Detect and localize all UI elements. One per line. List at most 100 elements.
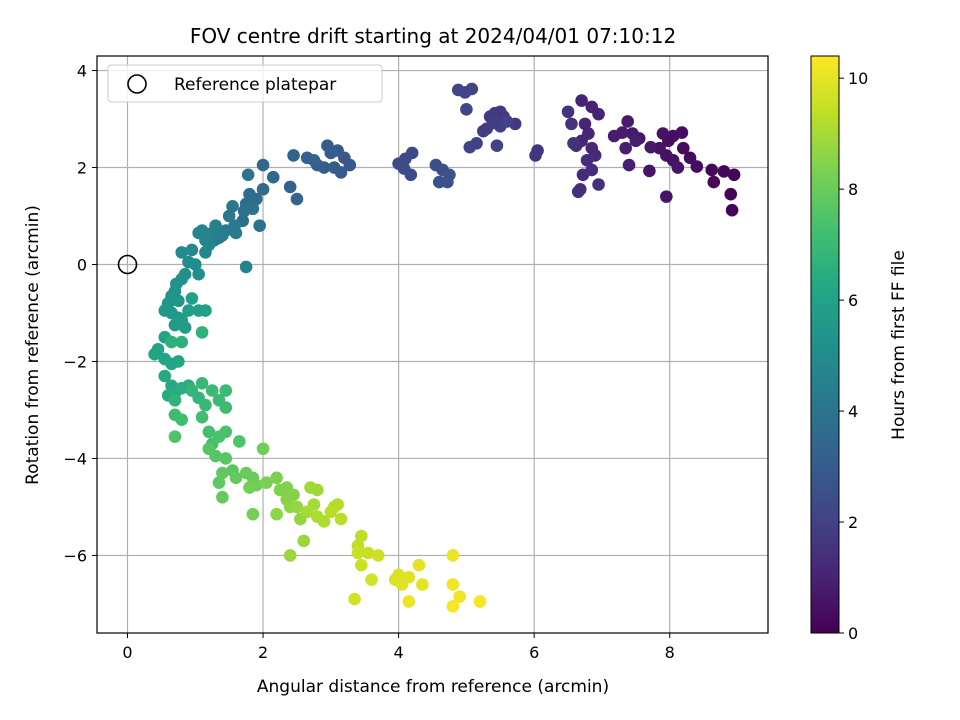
data-point: [182, 304, 195, 317]
data-point: [656, 127, 670, 140]
data-point: [477, 124, 490, 138]
colorbar-ticks: 0 2 4 6 8 10: [839, 69, 868, 643]
data-point: [324, 505, 338, 519]
data-point: [270, 507, 283, 521]
data-point: [195, 326, 209, 339]
data-point: [561, 105, 575, 119]
data-point: [260, 476, 273, 489]
data-point: [607, 129, 621, 143]
plot-frame: [96, 55, 769, 634]
data-point: [185, 243, 199, 257]
data-point: [724, 187, 738, 201]
scatter-points: [148, 82, 741, 613]
data-point: [324, 146, 338, 160]
data-point: [446, 600, 460, 613]
data-point: [195, 376, 209, 390]
colorbar-tick-label: 6: [848, 291, 858, 310]
data-point: [690, 160, 704, 173]
x-tick-label: 8: [665, 643, 675, 662]
data-point: [290, 500, 304, 514]
data-point: [175, 413, 189, 426]
data-point: [216, 466, 229, 480]
y-axis-label: Rotation from reference (arcmin): [23, 205, 43, 485]
data-point: [355, 529, 368, 543]
legend: Reference platepar: [107, 64, 383, 103]
data-point: [212, 476, 226, 489]
data-point: [199, 398, 212, 412]
y-tick-label: −4: [63, 449, 87, 468]
data-point: [529, 149, 542, 162]
data-point: [256, 183, 270, 196]
data-point: [172, 294, 185, 308]
data-point: [578, 117, 592, 131]
data-point: [629, 134, 643, 148]
data-point: [209, 449, 222, 463]
data-point: [307, 153, 321, 167]
data-point: [404, 168, 418, 182]
data-point: [500, 115, 514, 128]
reference-platepar-marker: [117, 254, 138, 275]
data-point: [165, 335, 178, 349]
data-point: [317, 515, 331, 528]
data-point: [348, 592, 361, 606]
data-point: [283, 549, 297, 562]
data-point: [219, 384, 233, 397]
data-point: [219, 401, 233, 414]
data-point: [567, 136, 580, 150]
x-axis-ticks: 0 2 4 6 8: [122, 633, 675, 662]
data-point: [622, 158, 636, 172]
y-tick-label: −6: [63, 546, 87, 565]
data-point: [446, 549, 460, 562]
data-point: [158, 369, 172, 383]
data-point: [643, 164, 656, 178]
data-point: [195, 410, 209, 424]
data-point: [473, 595, 487, 608]
data-point: [571, 185, 585, 199]
data-point: [297, 534, 311, 548]
data-point: [343, 158, 357, 172]
data-point: [619, 141, 632, 155]
data-point: [402, 595, 416, 608]
data-point: [241, 168, 255, 182]
x-axis-label: Angular distance from reference (arcmin): [257, 677, 609, 697]
data-point: [327, 161, 341, 174]
data-point: [243, 187, 256, 201]
chart-title: FOV centre drift starting at 2024/04/01 …: [190, 24, 676, 48]
data-point: [199, 304, 212, 317]
data-point: [175, 313, 189, 327]
data-point: [168, 430, 182, 443]
colorbar-tick-label: 10: [848, 69, 868, 88]
data-point: [644, 140, 658, 154]
data-point: [565, 117, 578, 131]
data-point: [621, 115, 634, 128]
data-point: [253, 219, 266, 233]
legend-box: [107, 64, 383, 103]
data-point: [229, 226, 243, 240]
data-point: [199, 246, 212, 259]
data-point: [192, 267, 205, 281]
data-point: [446, 578, 460, 591]
data-point: [412, 558, 426, 572]
data-point: [365, 573, 378, 586]
data-point: [453, 590, 466, 603]
y-tick-label: 2: [77, 159, 87, 178]
data-point: [671, 161, 685, 174]
data-point: [266, 170, 280, 184]
data-point: [451, 83, 465, 97]
legend-entry-reference: Reference platepar: [174, 75, 336, 95]
data-point: [585, 100, 599, 114]
data-point: [351, 546, 365, 560]
colorbar-fill: [811, 56, 839, 633]
data-point: [371, 549, 385, 562]
data-point: [270, 471, 283, 485]
y-tick-label: −2: [63, 352, 87, 371]
data-point: [172, 355, 185, 368]
data-point: [361, 546, 375, 560]
data-point: [246, 202, 260, 216]
data-point: [229, 471, 243, 485]
data-point: [392, 568, 405, 582]
x-tick-label: 4: [394, 643, 404, 662]
data-point: [205, 384, 219, 397]
data-point: [717, 165, 731, 178]
